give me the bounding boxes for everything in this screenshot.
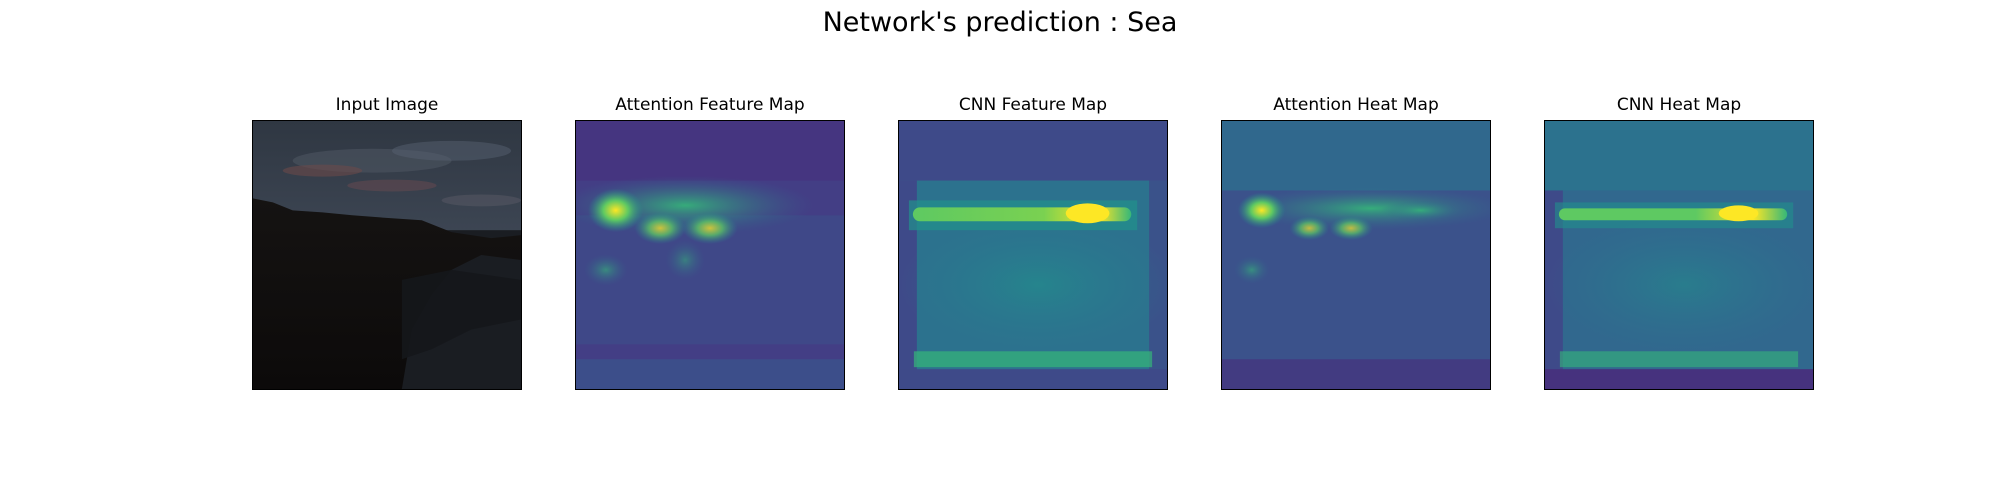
panel-title-attention-feature-map: Attention Feature Map: [615, 95, 805, 115]
panel-cnn-feature-map: CNN Feature Map: [898, 94, 1168, 390]
attention-heat-map-image: [1221, 120, 1491, 390]
panel-input-image: Input Image: [252, 94, 522, 390]
panel-title-attention-heat-map: Attention Heat Map: [1273, 95, 1439, 115]
figure-suptitle: Network's prediction : Sea: [822, 7, 1178, 38]
cnn-heat-map-image: [1544, 120, 1814, 390]
input-image: [252, 120, 522, 390]
attention-feature-map-image: [575, 120, 845, 390]
cnn-feature-map-image: [898, 120, 1168, 390]
panel-title-cnn-heat-map: CNN Heat Map: [1616, 95, 1742, 115]
panel-cnn-heat-map: CNN Heat Map: [1544, 94, 1814, 390]
panel-attention-heat-map: Attention Heat Map: [1221, 94, 1491, 390]
panel-title-input-image: Input Image: [335, 95, 439, 115]
panel-title-cnn-feature-map: CNN Feature Map: [958, 95, 1108, 115]
panel-attention-feature-map: Attention Feature Map: [575, 94, 845, 390]
